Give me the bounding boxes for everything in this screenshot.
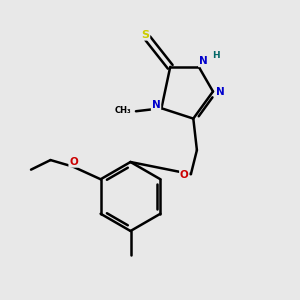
- Text: O: O: [180, 170, 189, 180]
- Text: H: H: [212, 51, 220, 60]
- Text: N: N: [199, 56, 208, 66]
- Text: O: O: [69, 157, 78, 167]
- Text: N: N: [216, 86, 225, 97]
- Text: N: N: [152, 100, 161, 110]
- Text: CH₃: CH₃: [115, 106, 132, 115]
- Text: S: S: [141, 30, 149, 40]
